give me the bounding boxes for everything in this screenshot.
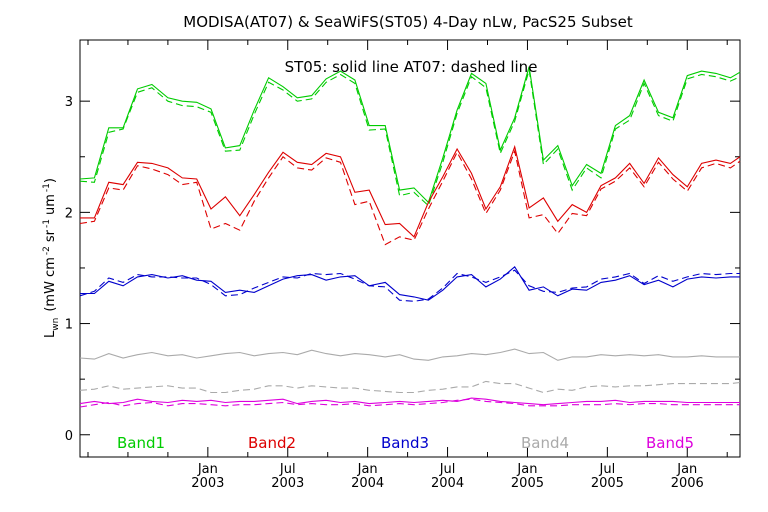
band5-dashed-line [79, 398, 740, 408]
x-tick-label-month: Jul [439, 462, 456, 477]
y-axis-label-sup1: -2 [42, 246, 52, 255]
x-tick-label-year: 2004 [431, 476, 464, 491]
x-tick-label-month: Jan [676, 462, 697, 477]
y-axis-label: Lwn(mW cm-2sr-1um-1) [42, 178, 61, 338]
band3-solid-line [80, 265, 740, 301]
y-tick-label: 3 [65, 95, 73, 110]
x-tick-label-month: Jan [357, 462, 378, 477]
y-axis: 0 1 2 3 [65, 95, 740, 444]
band4-solid-line [79, 348, 740, 361]
chart-title: MODISA(AT07) & SeaWiFS(ST05) 4-Day nLw, … [183, 13, 633, 31]
y-axis-label-sup2: -1 [42, 219, 52, 228]
x-tick-label-year: 2003 [271, 476, 304, 491]
legend-band4: Band4 [521, 434, 569, 452]
legend: Band1 Band2 Band3 Band4 Band5 [117, 434, 694, 452]
legend-band5: Band5 [646, 434, 694, 452]
legend-band2: Band2 [248, 434, 296, 452]
y-tick-label: 0 [65, 429, 73, 444]
band3-dashed-line [79, 269, 740, 302]
y-axis-label-symbol: L [43, 330, 58, 338]
x-tick-label-month: Jan [197, 462, 218, 477]
legend-band3: Band3 [381, 434, 429, 452]
y-axis-label-sr: sr [43, 229, 58, 242]
legend-band1: Band1 [117, 434, 165, 452]
y-axis-label-units: (mW cm [43, 257, 58, 312]
x-tick-label-year: 2005 [591, 476, 624, 491]
x-tick-label-year: 2004 [351, 476, 384, 491]
x-tick-label-month: Jul [599, 462, 616, 477]
y-axis-label-um: um [43, 194, 58, 215]
y-tick-label: 2 [65, 206, 73, 221]
x-tick-label-year: 2005 [511, 476, 544, 491]
y-axis-label-close: ) [43, 178, 58, 183]
band1-dashed-line [79, 69, 741, 207]
series-lines [79, 66, 741, 408]
y-axis-label-sup3: -1 [42, 183, 52, 192]
x-tick-label-month: Jan [516, 462, 537, 477]
plot-frame [79, 39, 741, 458]
y-axis-label-subscript: wn [51, 318, 61, 331]
band1-solid-line [79, 66, 741, 204]
x-axis: Jan2003Jul2003Jan2004Jul2004Jan2005Jul20… [87, 40, 728, 491]
x-tick-label-year: 2006 [671, 476, 704, 491]
band2-solid-line [80, 144, 741, 238]
band5-solid-line [79, 397, 740, 406]
band2-dashed-line [79, 149, 741, 246]
line-style-annotation: ST05: solid line AT07: dashed line [285, 58, 538, 76]
y-tick-label: 1 [65, 318, 73, 333]
x-tick-label-year: 2003 [191, 476, 224, 491]
x-tick-label-month: Jul [279, 462, 296, 477]
band4-dashed-line [79, 380, 741, 394]
